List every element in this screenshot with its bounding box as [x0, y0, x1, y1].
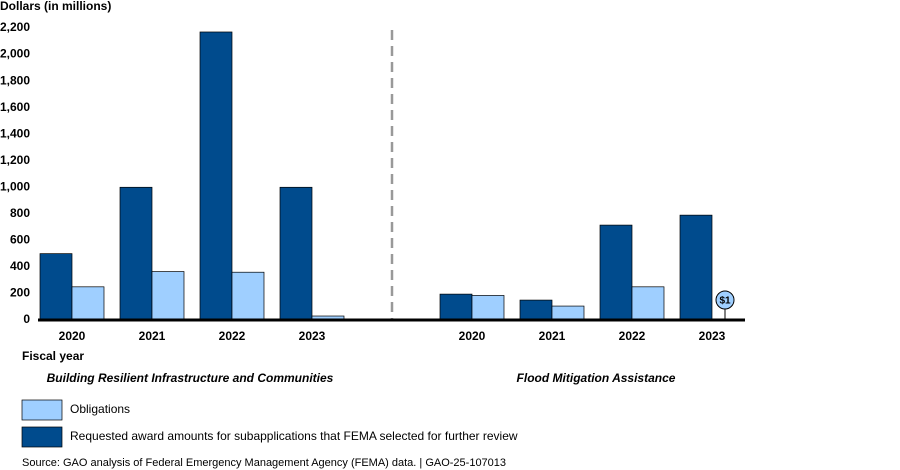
y-tick-label: 800 [10, 206, 30, 220]
y-tick-label: 400 [10, 259, 30, 273]
y-tick-label: 600 [10, 233, 30, 247]
legend-label: Obligations [70, 402, 130, 416]
bar [119, 186, 153, 321]
y-tick-label: 1,600 [0, 100, 30, 114]
x-tick-label: 2022 [619, 329, 646, 343]
annotation-circle [715, 290, 735, 310]
panel-title: Flood Mitigation Assistance [517, 371, 676, 385]
y-tick-label: 200 [10, 286, 30, 300]
bar [471, 295, 505, 321]
bar [551, 305, 585, 321]
x-tick-label: 2022 [219, 329, 246, 343]
y-tick-label: 2,000 [0, 47, 30, 61]
bar [71, 286, 105, 321]
bar [631, 286, 665, 321]
x-tick-label: 2023 [699, 329, 726, 343]
legend-swatch [21, 399, 63, 421]
bar [439, 293, 473, 321]
x-axis-label: Fiscal year [22, 349, 84, 363]
bar [599, 224, 633, 321]
bar [199, 31, 233, 321]
bar [39, 253, 73, 321]
x-tick-label: 2021 [139, 329, 166, 343]
bar [679, 214, 713, 321]
panel-title: Building Resilient Infrastructure and Co… [47, 371, 334, 385]
y-tick-label: 2,200 [0, 20, 30, 34]
bar [279, 186, 313, 321]
y-axis-label: Dollars (in millions) [0, 0, 111, 13]
x-tick-label: 2021 [539, 329, 566, 343]
bar [519, 299, 553, 321]
y-tick-label: 1,200 [0, 153, 30, 167]
legend-label: Requested award amounts for subapplicati… [70, 429, 518, 443]
source: Source: GAO analysis of Federal Emergenc… [22, 457, 506, 469]
bar [231, 271, 265, 321]
y-tick-label: 1,800 [0, 73, 30, 87]
y-tick-label: 1,400 [0, 126, 30, 140]
y-tick-label: 0 [23, 312, 30, 326]
legend-swatch [21, 426, 63, 448]
x-tick-label: 2020 [59, 329, 86, 343]
value-label: $1 [719, 296, 731, 307]
x-tick-label: 2023 [299, 329, 326, 343]
x-tick-label: 2020 [459, 329, 486, 343]
y-tick-label: 1,000 [0, 179, 30, 193]
bar [151, 271, 185, 321]
